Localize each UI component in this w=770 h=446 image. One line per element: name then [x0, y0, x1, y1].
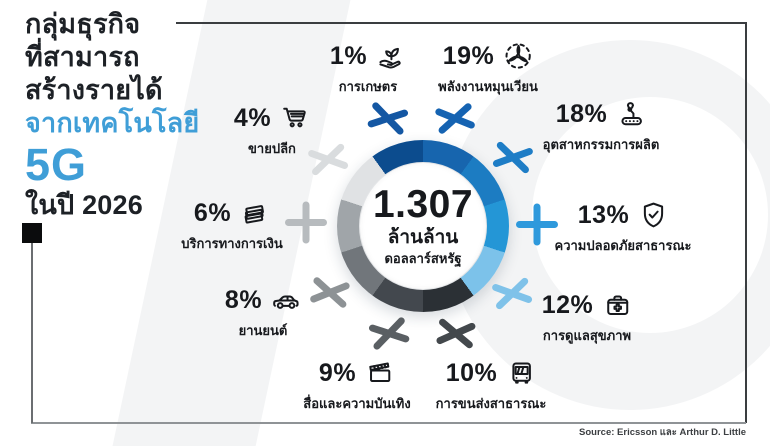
- sector-caption: บริการทางการเงิน: [181, 236, 283, 251]
- sector-label-financial-services: 6% บริการทางการเงิน: [181, 197, 282, 254]
- sector-percent: 10%: [445, 358, 498, 387]
- sector-caption: การดูแลสุขภาพ: [542, 328, 632, 343]
- sector-label-public-safety: 13% ความปลอดภัยสาธารณะ: [554, 199, 691, 256]
- sector-label-agriculture: 1% การเกษตร: [330, 40, 406, 97]
- sector-percent: 18%: [555, 99, 608, 128]
- decor-x-mark: [303, 265, 356, 318]
- sector-percent: 4%: [233, 103, 272, 132]
- sector-caption: ยานยนต์: [238, 323, 288, 338]
- sector-caption: อุตสาหกรรมการผลิต: [542, 137, 660, 152]
- sector-caption: พลังงานหมุนเวียน: [438, 79, 538, 94]
- page-title: กลุ่มธุรกิจ ที่สามารถ สร้างรายได้ จากเทค…: [25, 8, 199, 222]
- decor-x-mark: [485, 266, 540, 321]
- title-line-3: สร้างรายได้: [25, 75, 163, 105]
- source-credit: Source: Ericsson และ Arthur D. Little: [579, 427, 746, 438]
- sector-caption: สื่อและความบันเทิง: [303, 396, 411, 411]
- decor-x-mark: [361, 305, 417, 361]
- sector-percent: 6%: [193, 198, 232, 227]
- sector-percent: 13%: [577, 200, 630, 229]
- sector-caption: ความปลอดภัยสาธารณะ: [554, 238, 692, 253]
- decor-plus-mark: [283, 199, 329, 245]
- sector-label-healthcare: 12% การดูแลสุขภาพ: [542, 289, 633, 346]
- frame-right-line: [745, 22, 747, 423]
- shopping-cart-icon: [280, 103, 310, 133]
- sector-caption: ขายปลีก: [248, 141, 296, 156]
- decor-x-mark: [428, 91, 481, 144]
- frame-left-line: [31, 243, 33, 423]
- frame-black-square: [22, 223, 42, 243]
- sector-label-public-transport: 10% การขนส่งสาธารณะ: [436, 357, 547, 414]
- donut-center-value: 1.307: [372, 183, 474, 226]
- decor-x-mark: [360, 90, 416, 146]
- title-line-1: กลุ่มธุรกิจ: [25, 9, 141, 39]
- sector-percent: 19%: [442, 41, 495, 70]
- car-icon: [271, 285, 301, 315]
- frame-top-line: [176, 22, 746, 24]
- title-5g: 5G: [25, 139, 88, 190]
- sector-percent: 1%: [329, 41, 368, 70]
- sector-label-manufacturing: 18% อุตสาหกรรมการผลิต: [543, 98, 660, 155]
- bus-icon: [506, 358, 536, 388]
- first-aid-kit-icon: [602, 290, 632, 320]
- donut-center: 1.307 ล้านล้าน ดอลลาร์สหรัฐ: [360, 163, 486, 289]
- shield-check-icon: [638, 200, 668, 230]
- decor-plus-mark: [514, 201, 560, 247]
- sector-label-retail: 4% ขายปลีก: [234, 102, 310, 159]
- title-year-line: ในปี 2026: [25, 190, 143, 220]
- sector-percent: 8%: [224, 285, 263, 314]
- sector-label-media-entertainment: 9% สื่อและความบันเทิง: [303, 357, 410, 414]
- donut-center-currency: ดอลลาร์สหรัฐ: [384, 251, 462, 266]
- sector-caption: การเกษตร: [338, 79, 398, 94]
- title-highlight-line: จากเทคโนโลยี: [25, 108, 200, 138]
- clapperboard-icon: [365, 358, 395, 388]
- frame-bottom-line: [31, 422, 746, 424]
- decor-x-mark: [486, 130, 541, 185]
- sector-percent: 12%: [541, 290, 594, 319]
- sector-label-renewable-energy: 19% พลังงานหมุนเวียน: [438, 40, 538, 97]
- sprout-hand-icon: [376, 41, 406, 71]
- donut-center-unit: ล้านล้าน: [387, 227, 459, 248]
- sector-percent: 9%: [318, 358, 357, 387]
- wind-turbine-icon: [503, 41, 533, 71]
- robotic-arm-icon: [616, 99, 646, 129]
- banknotes-icon: [240, 198, 270, 228]
- decor-x-mark: [430, 307, 482, 359]
- sector-label-automotive: 8% ยานยนต์: [225, 284, 301, 341]
- title-line-2: ที่สามารถ: [25, 42, 140, 72]
- sector-caption: การขนส่งสาธารณะ: [435, 396, 547, 411]
